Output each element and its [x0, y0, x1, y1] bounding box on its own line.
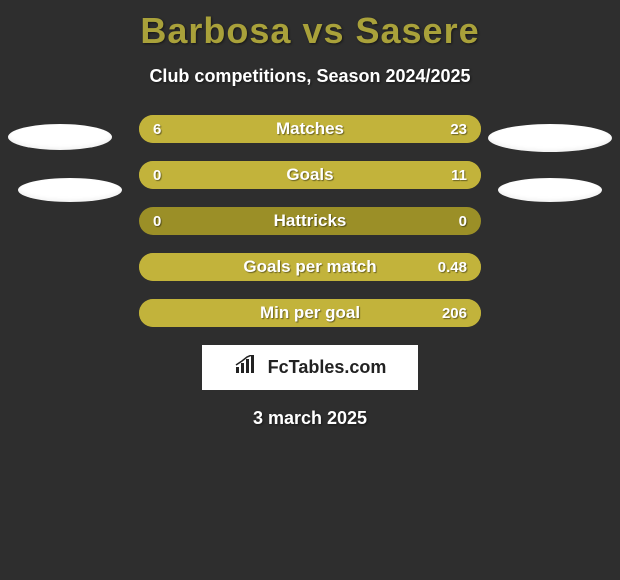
stat-row: Min per goal206	[139, 299, 481, 327]
brand-label: FcTables.com	[268, 357, 387, 378]
brand-prefix: Fc	[268, 357, 289, 378]
stat-label: Goals per match	[139, 257, 481, 277]
team-right-ellipse-2	[498, 178, 602, 202]
team-right-ellipse-1	[488, 124, 612, 152]
infographic-canvas: Barbosa vs Sasere Club competitions, Sea…	[0, 0, 620, 580]
team-left-ellipse-1	[8, 124, 112, 150]
stat-row: 0Goals11	[139, 161, 481, 189]
stat-value-right: 11	[451, 167, 467, 184]
brand-chart-icon	[234, 355, 258, 380]
stat-value-right: 0	[459, 213, 467, 230]
date-label: 3 march 2025	[0, 408, 620, 429]
stats-container: 6Matches230Goals110Hattricks0Goals per m…	[139, 115, 481, 327]
stat-value-right: 206	[442, 305, 467, 322]
brand-box: FcTables.com	[202, 345, 418, 390]
stat-label: Hattricks	[139, 211, 481, 231]
team-left-ellipse-2	[18, 178, 122, 202]
stat-label: Min per goal	[139, 303, 481, 323]
stat-row: 6Matches23	[139, 115, 481, 143]
stat-row: Goals per match0.48	[139, 253, 481, 281]
stat-label: Matches	[139, 119, 481, 139]
stat-value-right: 23	[450, 121, 467, 138]
stat-label: Goals	[139, 165, 481, 185]
stat-row: 0Hattricks0	[139, 207, 481, 235]
page-title: Barbosa vs Sasere	[0, 0, 620, 52]
stat-value-right: 0.48	[438, 259, 467, 276]
subtitle: Club competitions, Season 2024/2025	[0, 66, 620, 87]
brand-rest: Tables.com	[289, 357, 387, 378]
